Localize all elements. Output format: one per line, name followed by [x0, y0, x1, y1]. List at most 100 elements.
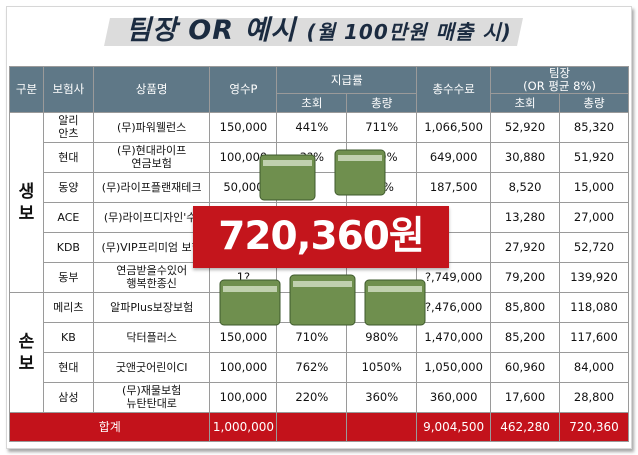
total-premium: 1,000,000 [209, 412, 278, 443]
cell-premium: 100,000 [209, 352, 278, 384]
header-leader: 팀장 (OR 평균 8%) [490, 65, 629, 95]
group-life: 생 보 [9, 112, 44, 294]
cell-commission: 1,050,000 [416, 352, 492, 384]
cell-payout-total: ?49% [346, 142, 418, 174]
header-leader-total: 총량 [559, 93, 629, 114]
cell-product: 알파Plus보장보험 [92, 292, 211, 324]
cell-product: 굿앤굿어린이CI [92, 352, 211, 384]
total-empty-1 [276, 412, 348, 443]
header-product: 상품명 [92, 65, 211, 114]
cell-leader-first: 17,600 [490, 382, 561, 414]
cell-leader-total: 117,600 [559, 322, 629, 354]
header-premium: 영수P [209, 65, 278, 114]
cell-product: (무)VIP프리미엄 보험 [92, 232, 211, 264]
header-leader-first: 초회 [490, 93, 561, 114]
cell-payout-total: 711% [346, 112, 418, 144]
title-subtitle: (월 100만원 매출 시) [306, 20, 512, 44]
table-row: 현대 (무)현대라이프 연금보험 100,000 3?% ?49% 649,000 30,8… [10, 142, 629, 174]
cell-leader-first: 79,200 [490, 262, 561, 294]
page-title: 팀장 OR 예시 (월 100만원 매출 시) [0, 8, 638, 47]
cell-leader-total: 15,000 [559, 172, 629, 204]
title-main: 팀장 OR 예시 [126, 15, 297, 46]
table-row: 동양 (무)라이프플랜재테크 50,000 ?5% 187,500 8,520 15,000 [10, 172, 629, 204]
header-payout-first: 초회 [276, 93, 348, 114]
cell-payout-first [276, 292, 348, 324]
cell-leader-total: 28,800 [559, 382, 629, 414]
cell-insurer: 알리 안츠 [42, 112, 94, 144]
header-insurer: 보험사 [42, 65, 94, 114]
cell-commission: 360,000 [416, 382, 492, 414]
cell-product: (무)현대라이프 연금보험 [92, 142, 211, 174]
cell-leader-first: 27,920 [490, 232, 561, 264]
cell-payout-first: 3?% [276, 142, 348, 174]
cell-leader-first: 85,200 [490, 322, 561, 354]
cell-payout-total: 1050% [346, 352, 418, 384]
cell-commission: ?,476,000 [416, 292, 492, 324]
cell-payout-total: 360% [346, 382, 418, 414]
cell-payout-first: 220% [276, 382, 348, 414]
total-commission: 9,004,500 [416, 412, 492, 443]
header-leader-note: (OR 평균 8%) [523, 79, 596, 94]
cell-insurer: 메리츠 [42, 292, 94, 324]
cell-insurer: 동양 [42, 172, 94, 204]
total-leader-first: 462,280 [490, 412, 561, 443]
cell-commission: 187,500 [416, 172, 492, 204]
table-row: 손 보 메리츠 알파Plus보장보험 ?,476,000 85,800 118,080 [9, 292, 629, 414]
cell-payout-total [346, 292, 418, 324]
cell-insurer: ACE [42, 202, 94, 234]
cell-leader-total: 84,000 [559, 352, 629, 384]
header-leader-label: 팀장 [548, 66, 571, 80]
cell-insurer: KDB [42, 232, 94, 264]
cell-leader-total: 118,080 [559, 292, 629, 324]
header-group: 구분 [9, 65, 44, 114]
cell-premium: 100,000 [209, 382, 278, 414]
total-amount-banner: 720,360원 [193, 206, 449, 268]
cell-leader-total: 27,000 [559, 202, 629, 234]
cell-product: 닥터플러스 [92, 322, 211, 354]
header-payout-total: 총량 [346, 93, 418, 114]
cell-payout-first: 710% [276, 322, 348, 354]
cell-product: (무)라이프플랜재테크 [92, 172, 211, 204]
cell-payout-total: 980% [346, 322, 418, 354]
cell-payout-first: 441% [276, 112, 348, 144]
cell-leader-first: 52,920 [490, 112, 561, 144]
cell-payout-first: 762% [276, 352, 348, 384]
cell-payout-first [276, 172, 348, 204]
cell-payout-total: ?5% [346, 172, 418, 204]
cell-commission: ?,749,000 [416, 262, 492, 294]
cell-insurer: 동부 [42, 262, 94, 294]
cell-commission: 649,000 [416, 142, 492, 174]
total-leader-total: 720,360 [559, 412, 629, 443]
group-nonlife: 손 보 [9, 292, 44, 414]
cell-product: 연금받을수있어 행복한종신 [92, 262, 211, 294]
cell-commission: 1,470,000 [416, 322, 492, 354]
cell-premium: 150,000 [209, 112, 278, 144]
cell-leader-first: 85,800 [490, 292, 561, 324]
total-row: 합계 1,000,000 9,004,500 462,280 720,360 [8, 412, 629, 443]
cell-leader-total: 52,720 [559, 232, 629, 264]
total-label: 합계 [8, 412, 211, 443]
cell-leader-first: 30,880 [490, 142, 561, 174]
cell-premium: 50,000 [209, 172, 278, 204]
total-empty-2 [346, 412, 418, 443]
cell-leader-first: 13,280 [490, 202, 561, 234]
cell-commission: 1,066,500 [416, 112, 492, 144]
cell-product: (무)파워웰런스 [92, 112, 211, 144]
cell-leader-first: 60,960 [490, 352, 561, 384]
cell-insurer: 현대 [42, 352, 94, 384]
cell-leader-first: 8,520 [490, 172, 561, 204]
table-row: KB 닥터플러스 150,000 710% 980% 1,470,000 85,200 117… [10, 322, 629, 354]
cell-premium: 100,000 [209, 142, 278, 174]
header-payout: 지급률 [276, 65, 418, 95]
cell-insurer: KB [42, 322, 94, 354]
header-total-commission: 총수수료 [416, 65, 492, 114]
cell-leader-total: 139,920 [559, 262, 629, 294]
cell-product: (무)재물보험 뉴탄탄대로 [92, 382, 211, 414]
cell-leader-total: 51,920 [559, 142, 629, 174]
cell-insurer: 삼성 [42, 382, 94, 414]
cell-leader-total: 85,320 [559, 112, 629, 144]
cell-premium: 150,000 [209, 322, 278, 354]
table-row: 생 보 알리 안츠 (무)파워웰런스 150,000 441% 711% 1,066,500… [9, 112, 629, 294]
table-row: 삼성 (무)재물보험 뉴탄탄대로 100,000 220% 360% 360,000 17,… [10, 382, 629, 414]
table-row: 현대 굿앤굿어린이CI 100,000 762% 1050% 1,050,000 60,96… [10, 352, 629, 384]
